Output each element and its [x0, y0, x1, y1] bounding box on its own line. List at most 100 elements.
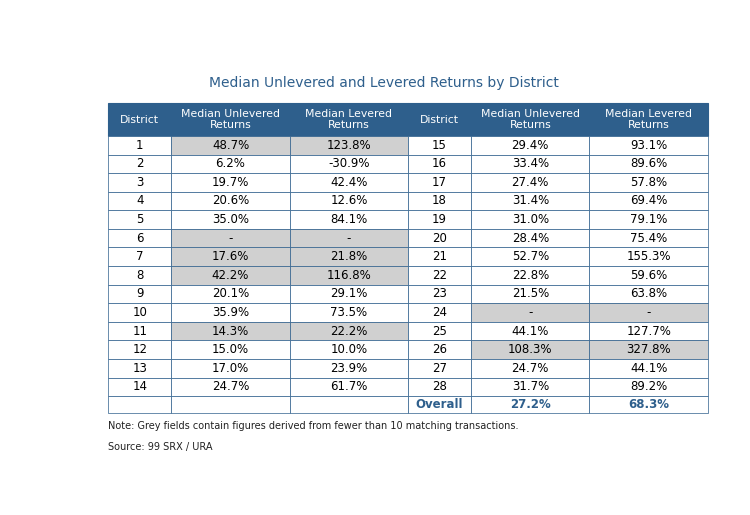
Text: 44.1%: 44.1% — [630, 362, 668, 375]
Bar — [408, 104, 471, 136]
Bar — [108, 396, 172, 413]
Text: 19: 19 — [432, 213, 447, 226]
Text: 23: 23 — [432, 287, 447, 300]
Text: 27: 27 — [432, 362, 447, 375]
Text: 84.1%: 84.1% — [330, 213, 368, 226]
Bar — [108, 359, 172, 377]
Text: 31.4%: 31.4% — [512, 195, 549, 208]
Text: 44.1%: 44.1% — [512, 324, 549, 337]
Text: 20.1%: 20.1% — [212, 287, 249, 300]
Bar — [172, 340, 290, 359]
Text: 22: 22 — [432, 269, 447, 282]
Bar — [172, 210, 290, 229]
Bar — [108, 322, 172, 340]
Bar — [172, 104, 290, 136]
Bar — [108, 377, 172, 396]
Text: 10: 10 — [133, 306, 147, 319]
Bar — [172, 192, 290, 210]
Text: 42.2%: 42.2% — [211, 269, 249, 282]
Bar — [590, 285, 708, 303]
Text: 35.9%: 35.9% — [212, 306, 249, 319]
Text: 10.0%: 10.0% — [330, 343, 368, 356]
Text: 123.8%: 123.8% — [326, 139, 371, 152]
Bar — [290, 396, 408, 413]
Bar — [290, 154, 408, 173]
Bar — [290, 247, 408, 266]
Bar — [408, 136, 471, 154]
Text: 73.5%: 73.5% — [330, 306, 368, 319]
Text: 9: 9 — [136, 287, 143, 300]
Bar — [172, 285, 290, 303]
Text: 4: 4 — [136, 195, 143, 208]
Bar — [172, 396, 290, 413]
Text: 89.6%: 89.6% — [630, 157, 668, 170]
Text: 17.6%: 17.6% — [211, 250, 249, 263]
Bar — [590, 377, 708, 396]
Bar — [471, 136, 590, 154]
Bar — [108, 136, 172, 154]
Text: Overall: Overall — [416, 398, 464, 411]
Text: 75.4%: 75.4% — [630, 232, 668, 245]
Bar — [108, 104, 172, 136]
Text: 52.7%: 52.7% — [512, 250, 549, 263]
Bar — [108, 192, 172, 210]
Bar — [471, 396, 590, 413]
Text: 8: 8 — [136, 269, 143, 282]
Text: 21.5%: 21.5% — [512, 287, 549, 300]
Bar — [590, 322, 708, 340]
Bar — [408, 192, 471, 210]
Text: 20: 20 — [432, 232, 447, 245]
Bar — [471, 173, 590, 192]
Text: 31.7%: 31.7% — [512, 380, 549, 393]
Text: -: - — [646, 306, 651, 319]
Text: 48.7%: 48.7% — [212, 139, 249, 152]
Bar — [408, 173, 471, 192]
Bar — [408, 229, 471, 247]
Bar — [108, 285, 172, 303]
Text: 29.4%: 29.4% — [512, 139, 549, 152]
Text: -: - — [228, 232, 232, 245]
Bar — [408, 285, 471, 303]
Text: 89.2%: 89.2% — [630, 380, 668, 393]
Bar — [108, 247, 172, 266]
Text: 12: 12 — [132, 343, 147, 356]
Text: 6.2%: 6.2% — [215, 157, 245, 170]
Text: 11: 11 — [132, 324, 147, 337]
Bar — [172, 136, 290, 154]
Bar — [471, 247, 590, 266]
Text: 17.0%: 17.0% — [212, 362, 249, 375]
Bar — [471, 377, 590, 396]
Bar — [290, 359, 408, 377]
Text: 22.8%: 22.8% — [512, 269, 549, 282]
Text: 15.0%: 15.0% — [212, 343, 249, 356]
Bar — [590, 229, 708, 247]
Text: -: - — [528, 306, 532, 319]
Text: 1: 1 — [136, 139, 143, 152]
Text: 61.7%: 61.7% — [330, 380, 368, 393]
Text: 68.3%: 68.3% — [628, 398, 669, 411]
Bar — [590, 396, 708, 413]
Text: 12.6%: 12.6% — [330, 195, 368, 208]
Text: 28: 28 — [432, 380, 447, 393]
Bar — [290, 340, 408, 359]
Text: 2: 2 — [136, 157, 143, 170]
Bar — [408, 303, 471, 322]
Text: 6: 6 — [136, 232, 143, 245]
Text: 14.3%: 14.3% — [212, 324, 249, 337]
Text: 93.1%: 93.1% — [630, 139, 668, 152]
Bar — [172, 173, 290, 192]
Bar — [590, 340, 708, 359]
Text: -30.9%: -30.9% — [328, 157, 370, 170]
Text: 59.6%: 59.6% — [630, 269, 668, 282]
Bar — [172, 229, 290, 247]
Text: Source: 99 SRX / URA: Source: 99 SRX / URA — [108, 442, 213, 453]
Bar — [471, 266, 590, 285]
Text: 23.9%: 23.9% — [330, 362, 368, 375]
Bar — [172, 322, 290, 340]
Bar — [290, 285, 408, 303]
Text: 127.7%: 127.7% — [626, 324, 671, 337]
Text: 69.4%: 69.4% — [630, 195, 668, 208]
Text: 26: 26 — [432, 343, 447, 356]
Bar — [590, 266, 708, 285]
Bar — [408, 266, 471, 285]
